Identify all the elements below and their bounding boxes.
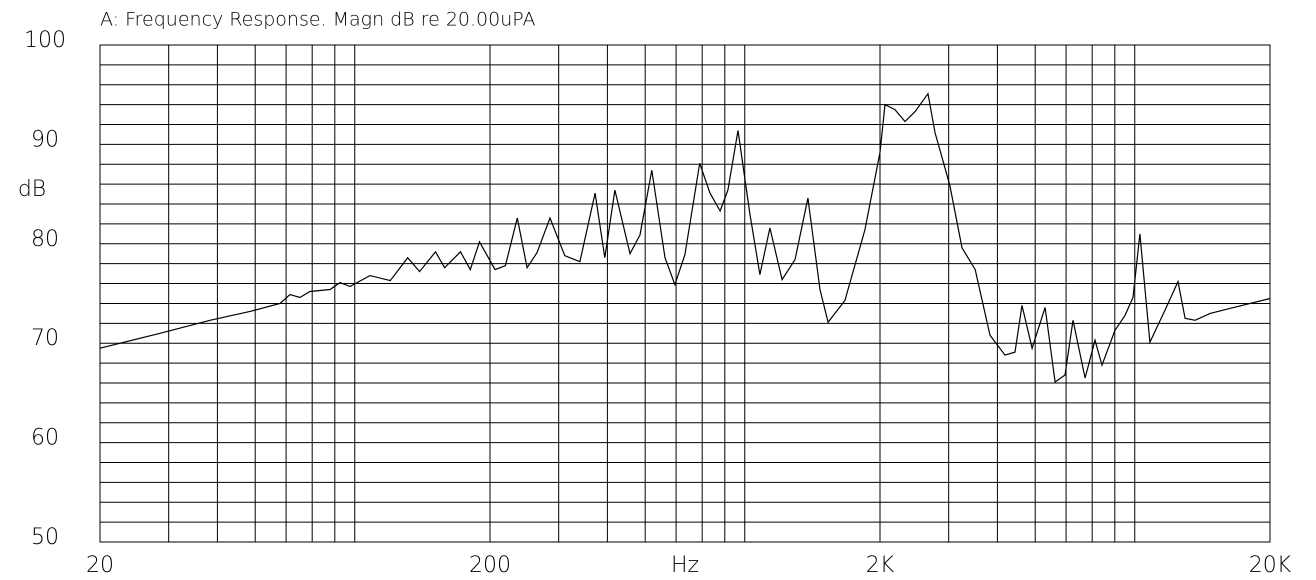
y-axis-label: dB (18, 177, 46, 202)
y-tick-label: 90 (31, 127, 59, 152)
y-tick-label: 60 (31, 426, 59, 451)
x-axis-label: Hz (671, 553, 699, 578)
x-tick-label: 20K (1249, 553, 1292, 578)
x-tick-label: 20 (86, 553, 114, 578)
x-tick-label: 2K (866, 553, 895, 578)
plot-frame (99, 44, 1271, 543)
chart-title: A: Frequency Response. Magn dB re 20.00u… (100, 9, 536, 31)
x-tick-label: 200 (469, 553, 511, 578)
y-tick-label: 80 (31, 227, 59, 252)
y-tick-label: 70 (31, 326, 59, 351)
response-line (99, 92, 1271, 384)
y-tick-label: 50 (31, 525, 59, 550)
y-tick-label: 100 (24, 28, 66, 53)
